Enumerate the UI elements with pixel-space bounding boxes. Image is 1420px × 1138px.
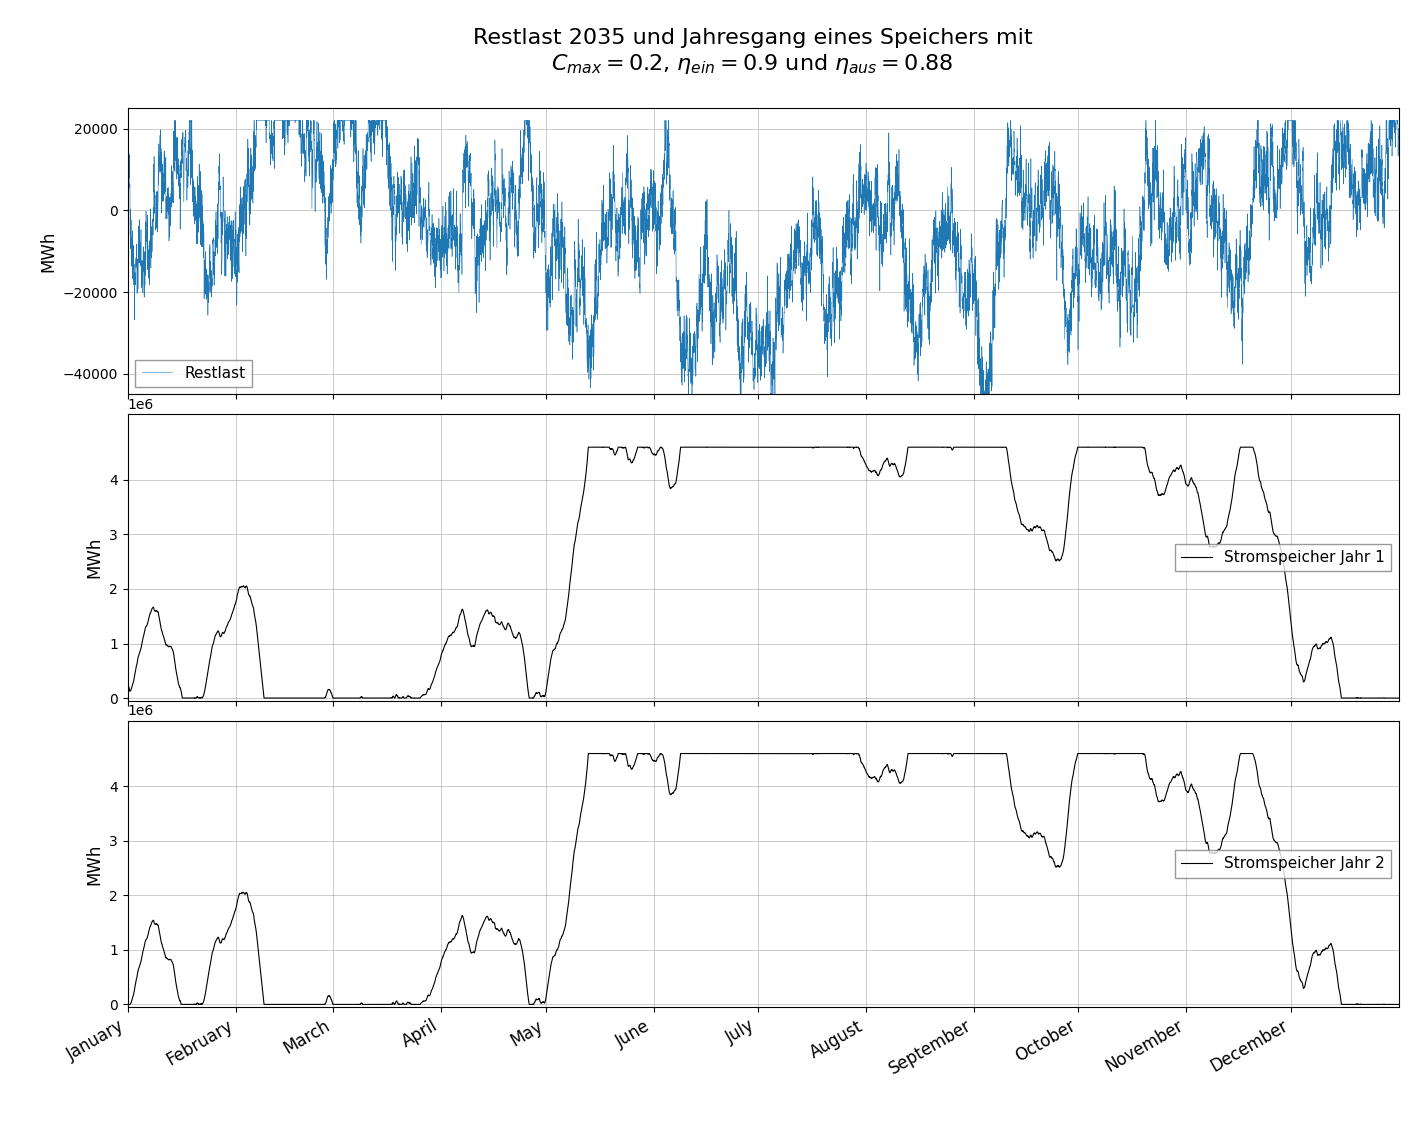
Text: 1e6: 1e6	[128, 704, 153, 718]
Y-axis label: MWh: MWh	[40, 231, 57, 272]
Legend: Stromspeicher Jahr 2: Stromspeicher Jahr 2	[1176, 850, 1392, 877]
Text: Restlast 2035 und Jahresgang eines Speichers mit
$C_{max} = 0.2$, $\eta_{ein} = : Restlast 2035 und Jahresgang eines Speic…	[473, 28, 1032, 76]
Legend: Restlast: Restlast	[135, 360, 251, 387]
Text: 1e6: 1e6	[128, 397, 153, 412]
Y-axis label: MWh: MWh	[85, 843, 104, 884]
Y-axis label: MWh: MWh	[85, 537, 104, 578]
Legend: Stromspeicher Jahr 1: Stromspeicher Jahr 1	[1176, 544, 1392, 571]
